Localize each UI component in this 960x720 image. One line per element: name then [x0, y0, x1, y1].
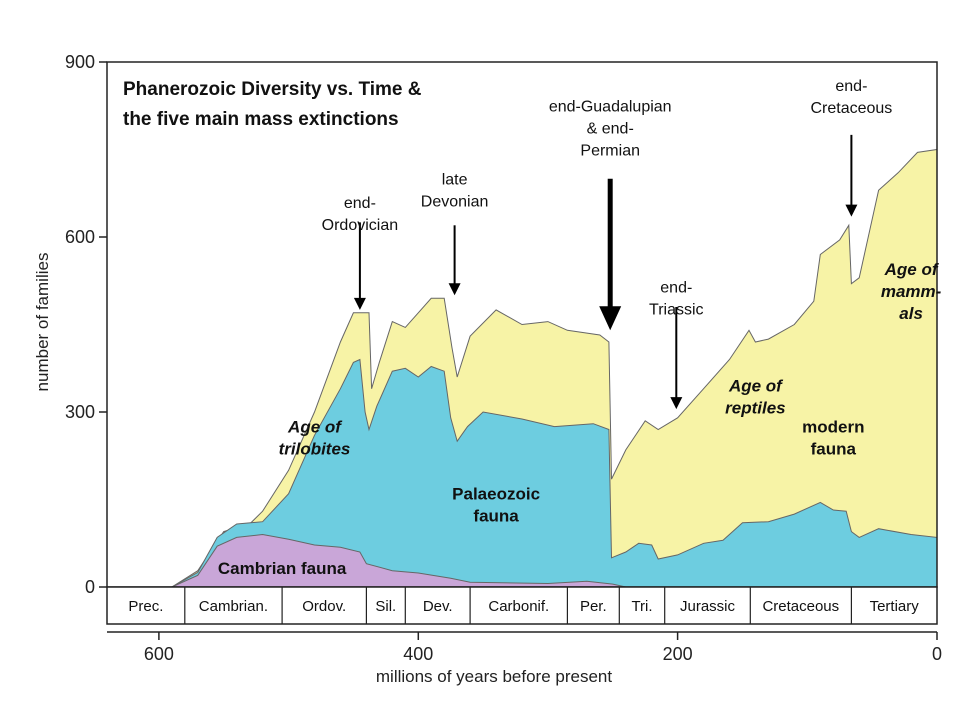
- x-tick-label-3: 0: [932, 644, 942, 664]
- area-series-1: [169, 358, 938, 588]
- area-label-0-line-0: Cambrian fauna: [218, 559, 347, 578]
- period-label-4: Dev.: [423, 598, 453, 615]
- extinction-label-0-line-1: Ordovician: [322, 217, 398, 234]
- period-label-10: Tertiary: [870, 598, 920, 615]
- y-tick-label-0: 0: [85, 577, 95, 597]
- extinction-label-2-line-1: & end-: [587, 121, 634, 138]
- x-tick-label-0: 600: [144, 644, 174, 664]
- area-label-1-line-0: Age of: [287, 417, 343, 436]
- extinction-arrow-head-2: [599, 306, 622, 331]
- extinction-label-1-line-0: late: [442, 172, 468, 189]
- area-label-5-line-1: mamm-: [881, 282, 942, 301]
- extinction-arrow-head-3: [670, 397, 683, 410]
- extinction-label-4-line-1: Cretaceous: [810, 100, 892, 117]
- area-label-5-line-2: als: [899, 304, 923, 323]
- extinction-label-2-line-0: end-Guadalupian: [549, 99, 672, 116]
- y-tick-label-2: 600: [65, 227, 95, 247]
- area-label-3-line-0: Age of: [728, 377, 784, 396]
- period-label-7: Tri.: [631, 598, 652, 615]
- period-label-3: Sil.: [375, 598, 396, 615]
- area-label-4-line-1: fauna: [811, 439, 857, 458]
- period-strip: Prec. Cambrian. Ordov. Sil. Dev. Carbonif. Per…: [106, 586, 938, 625]
- chart-title-line-2: the five main mass extinctions: [123, 109, 399, 130]
- extinction-arrow-head-1: [448, 283, 461, 296]
- extinction-arrow-head-4: [845, 204, 858, 217]
- y-tick-label-1: 300: [65, 402, 95, 422]
- extinction-label-3-line-0: end-: [660, 279, 692, 296]
- extinction-label-3-line-1: Triassic: [649, 301, 704, 318]
- extinction-arrow-head-0: [353, 297, 366, 310]
- area-label-5-line-0: Age of: [884, 260, 940, 279]
- period-label-8: Jurassic: [680, 598, 736, 615]
- period-strip-frame: [106, 586, 938, 625]
- extinction-arrows: end- Ordovician late Devonian end-Guadalupia…: [322, 78, 892, 410]
- area-label-1-line-1: trilobites: [279, 439, 351, 458]
- area-label-2-line-1: fauna: [473, 507, 519, 526]
- x-axis: 600 400 200 0: [107, 631, 942, 664]
- extinction-label-2-line-2: Permian: [580, 143, 640, 160]
- chart-title-line-1: Phanerozoic Diversity vs. Time &: [123, 79, 422, 100]
- period-label-2: Ordov.: [302, 598, 346, 615]
- area-label-4-line-0: modern: [802, 417, 864, 436]
- x-tick-label-2: 200: [663, 644, 693, 664]
- period-label-9: Cretaceous: [762, 598, 839, 615]
- period-label-5: Carbonif.: [488, 598, 549, 615]
- period-label-6: Per.: [580, 598, 607, 615]
- area-series-0: [171, 533, 626, 588]
- area-labels: Cambrian fauna Age of trilobites Palaeozoic…: [218, 260, 942, 578]
- extinction-label-1-line-1: Devonian: [421, 194, 489, 211]
- area-label-3-line-1: reptiles: [725, 399, 785, 418]
- fauna-areas: [169, 148, 938, 588]
- x-axis-label: millions of years before present: [376, 667, 613, 686]
- y-tick-label-3: 900: [65, 52, 95, 72]
- area-label-2-line-0: Palaeozoic: [452, 485, 540, 504]
- y-axis-label: number of families: [33, 253, 52, 392]
- x-tick-label-1: 400: [403, 644, 433, 664]
- extinction-label-0-line-0: end-: [344, 195, 376, 212]
- period-label-1: Cambrian.: [199, 598, 268, 615]
- extinction-label-4-line-0: end-: [835, 78, 867, 95]
- y-axis: 0 300 600 900: [65, 52, 107, 597]
- period-label-0: Prec.: [128, 598, 163, 615]
